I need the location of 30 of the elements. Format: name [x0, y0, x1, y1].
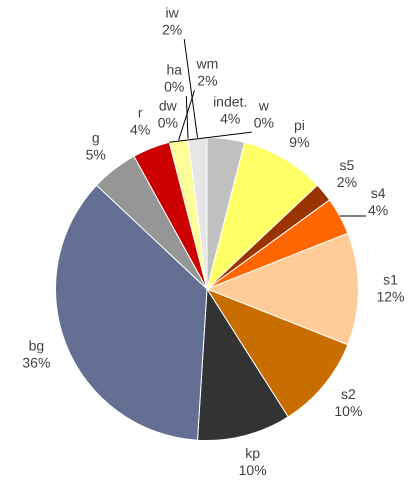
slice-label: s5 — [339, 156, 354, 173]
data-label: 10% — [334, 402, 362, 419]
slice-label: s2 — [340, 386, 356, 402]
slice-label: g — [92, 130, 100, 146]
slice-label: kp — [245, 445, 260, 462]
slice-label: s4 — [370, 184, 386, 201]
slice-label: r — [138, 104, 143, 120]
slice-label: pi — [294, 116, 305, 133]
category-label: w — [258, 98, 269, 114]
slice-label: indet. — [213, 93, 248, 110]
slice-label: wm — [196, 56, 218, 72]
data-label: 4% — [368, 202, 388, 218]
slice-label: s1 — [383, 271, 398, 288]
data-label: 2% — [197, 72, 218, 89]
data-label: 12% — [376, 288, 405, 304]
data-label: 4% — [130, 121, 150, 138]
text: 0% — [254, 114, 274, 130]
data-label: 36% — [22, 354, 50, 370]
text: 0% — [164, 78, 184, 95]
data-label: 9% — [289, 134, 310, 150]
text: 0% — [158, 114, 178, 130]
data-label: 2% — [336, 174, 358, 190]
slice-label: iw — [165, 4, 180, 20]
data-label: 4% — [220, 110, 240, 126]
data-label: 10% — [238, 462, 267, 478]
category-label: ha — [166, 62, 182, 78]
data-label: 2% — [162, 21, 182, 38]
category-label: dw — [158, 98, 177, 114]
data-label: 5% — [86, 146, 106, 163]
slice-label: bg — [28, 337, 44, 354]
